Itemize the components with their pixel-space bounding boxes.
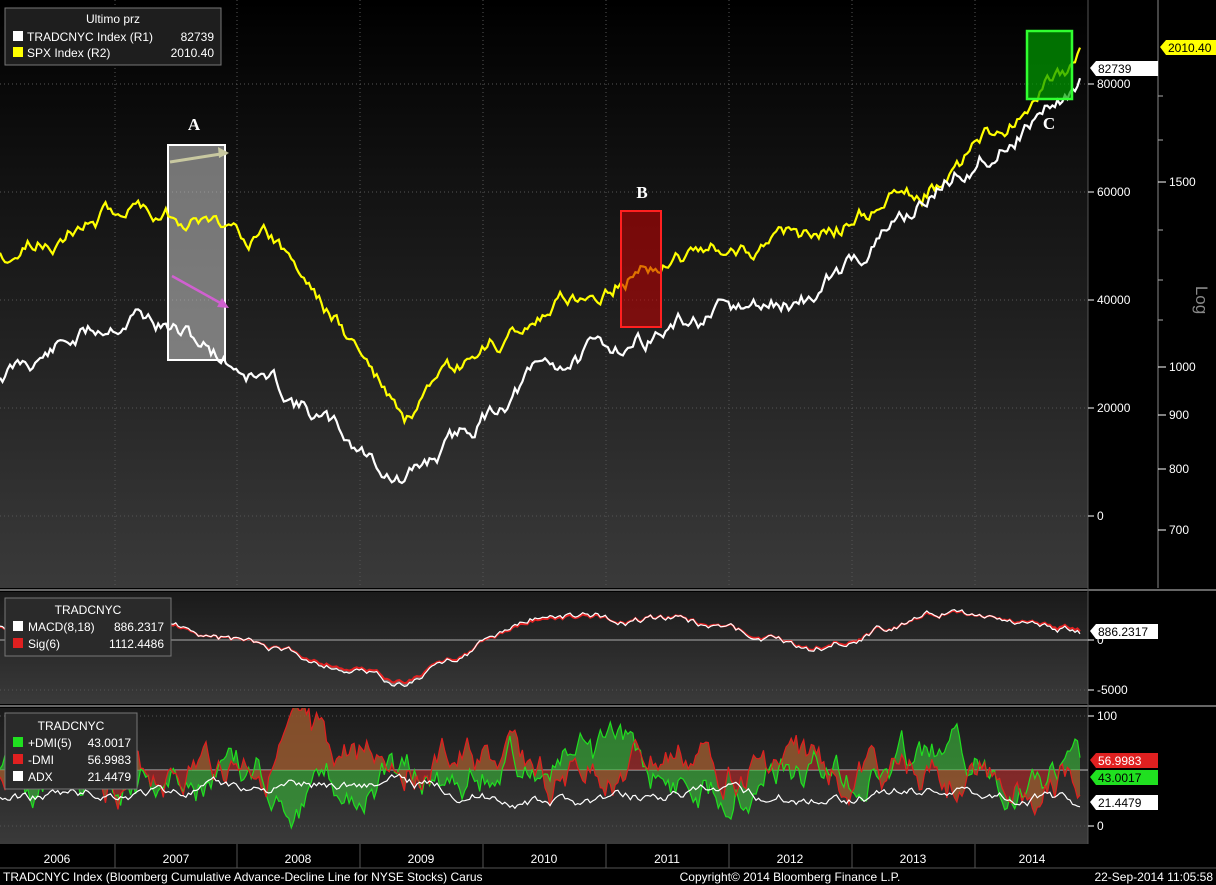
dmi-minus-last-value-tag: 56.9983: [1090, 753, 1158, 768]
dmi-minus-last-value: 56.9983: [1098, 754, 1142, 768]
dmi-plus-last-value: 43.0017: [1098, 771, 1142, 785]
macd-panel-bg: [0, 592, 1088, 704]
year-label: 2011: [654, 852, 680, 866]
footer-source: TRADCNYC Index (Bloomberg Cumulative Adv…: [3, 870, 483, 884]
log-scale-label: Log: [1192, 286, 1211, 314]
dmi-plus-legend-value: 43.0017: [88, 736, 132, 750]
year-label: 2010: [531, 852, 558, 866]
macd-tick-label: 0: [1097, 633, 1104, 647]
r1-tick-label: 40000: [1097, 293, 1131, 307]
year-label: 2006: [44, 852, 71, 866]
trend-arrow-spx-head: [218, 147, 229, 158]
annotation-label-a: A: [188, 115, 201, 134]
main-legend-title: Ultimo prz: [86, 12, 140, 26]
r1-tick-label: 0: [1097, 509, 1104, 523]
dmi-minus-series-line: [0, 708, 1081, 817]
adx-last-value-tag: 21.4479: [1090, 795, 1158, 810]
r2-tick-label: 800: [1169, 462, 1189, 476]
spx-last-value: 2010.40: [1168, 41, 1212, 55]
sig-legend-label: Sig(6): [28, 637, 60, 651]
adx-legend-label: ADX: [28, 770, 53, 784]
adx-last-value: 21.4479: [1098, 796, 1142, 810]
dmi-plus-last-value-tag: 43.0017: [1090, 770, 1158, 785]
year-separators: [114, 844, 976, 868]
x-axis: 2006 2007 2008 2009 2010 2011 2012 2013 …: [44, 852, 1046, 866]
year-label: 2007: [163, 852, 190, 866]
year-label: 2008: [285, 852, 312, 866]
annotation-box-c: [1025, 29, 1074, 101]
adx-series-line: [0, 773, 1081, 810]
r2-tick-label: 1500: [1169, 175, 1196, 189]
year-label: 2009: [408, 852, 435, 866]
macd-tick-label: -5000: [1097, 683, 1128, 697]
annotation-box-a: [167, 144, 226, 361]
annotation-label-b: B: [636, 183, 647, 202]
main-panel-bg: [0, 0, 1088, 588]
dmi-minus-legend-value: 56.9983: [88, 753, 132, 767]
dmi-plus-legend-label: +DMI(5): [28, 736, 72, 750]
main-legend: Ultimo prz TRADCNYC Index (R1) 82739 SPX…: [4, 7, 222, 66]
r1-tick-label: 20000: [1097, 401, 1131, 415]
year-label: 2014: [1019, 852, 1046, 866]
macd-last-value-tag: 886.2317: [1090, 624, 1158, 639]
r1-tick-label: 60000: [1097, 185, 1131, 199]
footer-timestamp: 22-Sep-2014 11:05:58: [1094, 870, 1213, 884]
macd-legend-title: TRADCNYC: [55, 603, 122, 617]
trend-arrow-spx: [169, 151, 228, 164]
r1-tick-label: 80000: [1097, 77, 1131, 91]
macd-legend-value: 886.2317: [114, 620, 164, 634]
footer-copyright: Copyright© 2014 Bloomberg Finance L.P.: [680, 870, 901, 884]
dmi-tick-label: 0: [1097, 819, 1104, 833]
macd-legend-label: MACD(8,18): [28, 620, 95, 634]
main-legend-label-spx: SPX Index (R2): [27, 46, 110, 60]
dmi-minus-fill: [0, 708, 1080, 815]
spx-series-line: [0, 47, 1082, 426]
r2-tick-label: 700: [1169, 523, 1189, 537]
tradcnyc-series-line: [0, 77, 1082, 485]
dmi-axis: 100 0: [1088, 709, 1117, 833]
dmi-gridlines: [0, 715, 1088, 827]
spx-last-value-tag: 2010.40: [1160, 40, 1216, 55]
tradcnyc-last-value: 82739: [1098, 62, 1132, 76]
trend-arrow-tradcnyc: [171, 274, 225, 307]
dmi-legend: TRADCNYC +DMI(5) 43.0017 -DMI 56.9983 AD…: [4, 712, 138, 790]
adx-legend-value: 21.4479: [88, 770, 132, 784]
annotation-box-b: [620, 210, 662, 328]
r2-tick-label: 1000: [1169, 360, 1196, 374]
year-label: 2012: [777, 852, 804, 866]
macd-axis: 0 -5000: [1088, 633, 1128, 697]
trend-arrow-tradcnyc-head: [217, 298, 229, 308]
r2-axis: 1500 1000 900 800 700: [1158, 95, 1196, 537]
dmi-tick-label: 100: [1097, 709, 1117, 723]
dmi-legend-title: TRADCNYC: [38, 719, 105, 733]
tradcnyc-last-value-tag: 82739: [1090, 61, 1158, 76]
annotation-label-c: C: [1043, 114, 1055, 133]
macd-last-value: 886.2317: [1098, 625, 1148, 639]
main-legend-value-spx: 2010.40: [171, 46, 215, 60]
macd-axis-bg: [1088, 592, 1216, 704]
main-legend-value-tradcnyc: 82739: [181, 30, 215, 44]
macd-series-line: [0, 609, 1081, 688]
dmi-minus-legend-label: -DMI: [28, 753, 54, 767]
main-legend-label-tradcnyc: TRADCNYC Index (R1): [27, 30, 153, 44]
right-axis-bg: [1088, 0, 1216, 588]
sig-legend-value: 1112.4486: [109, 637, 164, 651]
macd-legend: TRADCNYC MACD(8,18) 886.2317 Sig(6) 1112…: [4, 597, 172, 657]
main-gridlines: [0, 0, 1088, 588]
r1-axis: 80000 60000 40000 20000 0: [1088, 77, 1131, 523]
r2-tick-label: 900: [1169, 408, 1189, 422]
year-label: 2013: [900, 852, 927, 866]
